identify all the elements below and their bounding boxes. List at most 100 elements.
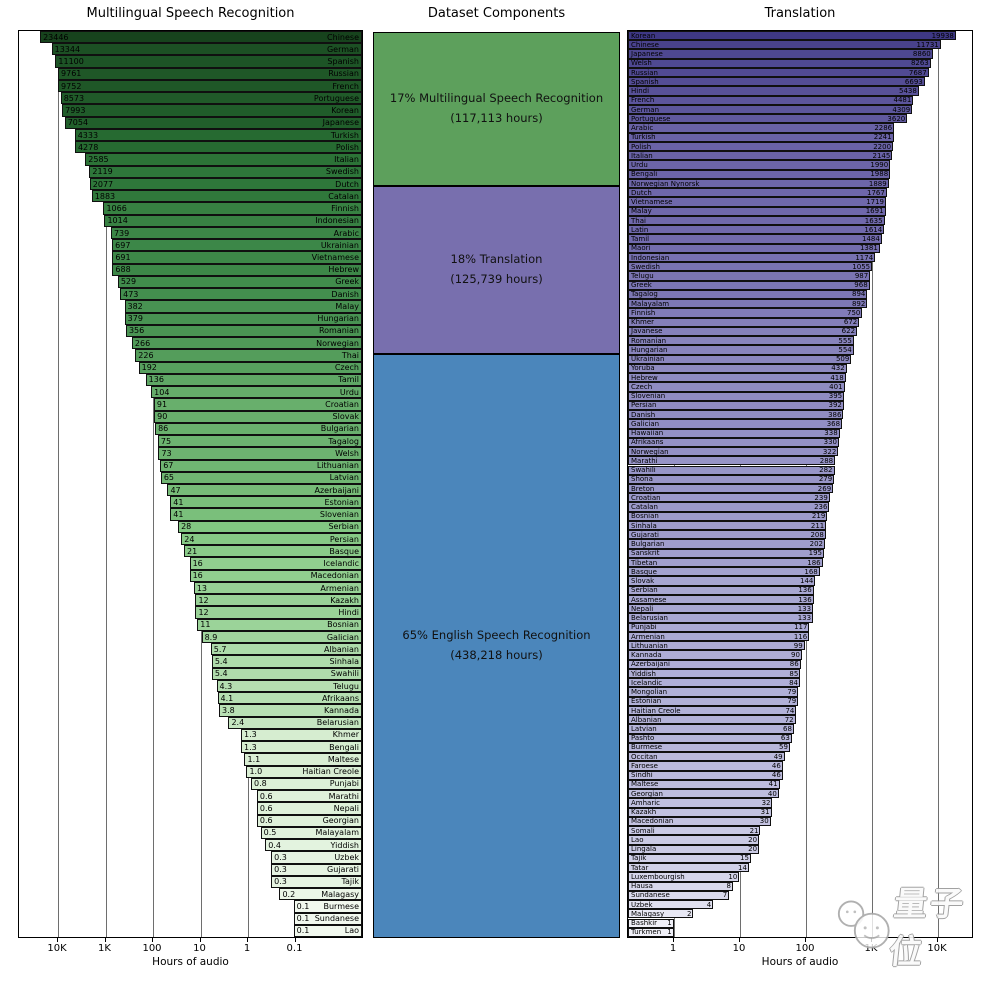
bar-slovak: 90 Slovak	[154, 410, 362, 423]
bar-indonesian: 1014 Indonesian	[104, 214, 362, 227]
bar-language-label: Swahili	[330, 669, 359, 679]
bar-value-label: 24	[184, 534, 195, 544]
bar-value-label: 63	[780, 734, 790, 743]
tick-label: 100	[142, 943, 162, 954]
bar-language-label: Icelandic	[323, 559, 359, 569]
bar-indonesian: Indonesian 1174	[628, 252, 876, 263]
bar-sinhala: Sinhala 211	[628, 520, 827, 531]
bar-value-label: 21	[749, 826, 759, 835]
bar-german: 13344 German	[51, 43, 362, 56]
bar-persian: Persian 392	[628, 400, 844, 411]
bar-norwegian: Norwegian 322	[628, 447, 839, 457]
bar-value-label: 750	[847, 308, 861, 317]
bar-value-label: 322	[822, 447, 837, 456]
bar-language-label: Danish	[331, 289, 359, 299]
bar-value-label: 79	[787, 688, 797, 696]
bar-value-label: 4.1	[220, 693, 234, 703]
bar-language-label: Maltese	[631, 780, 659, 789]
bar-value-label: 136	[148, 375, 164, 385]
bar-tajik: Tajik 15	[628, 853, 751, 864]
left-chart-title: Multilingual Speech Recognition	[86, 6, 295, 21]
bar-value-label: 4481	[893, 96, 912, 105]
tick-mark	[937, 938, 938, 942]
bar-malay: Malay 1691	[628, 206, 886, 216]
bar-spanish: Spanish 6693	[628, 77, 925, 87]
bar-language-label: Belarusian	[631, 614, 668, 623]
bar-italian: 2585 Italian	[85, 153, 362, 166]
bar-value-label: 4309	[892, 105, 911, 114]
tick-mark	[199, 938, 201, 942]
bar-language-label: Bulgarian	[320, 424, 359, 434]
bar-language-label: Albanian	[324, 644, 359, 654]
bar-javanese: Javanese 622	[628, 326, 858, 337]
bar-malayalam: Malayalam 892	[628, 299, 868, 309]
bar-haitian-creole: 1.0 Haitian Creole	[246, 765, 362, 778]
bar-malayalam: 0.5 Malayalam	[260, 826, 362, 840]
bar-value-label: 1055	[852, 262, 871, 271]
bar-language-label: Hawaiian	[631, 429, 664, 438]
bar-value-label: 195	[808, 549, 822, 558]
bar-value-label: 28	[181, 522, 192, 532]
bar-value-label: 9752	[61, 81, 82, 91]
bar-language-label: Lao	[631, 835, 644, 844]
bar-value-label: 8573	[63, 93, 85, 103]
tick-label: 0.1	[286, 943, 303, 954]
bar-finnish: 1066 Finnish	[103, 202, 362, 215]
bar-marathi: Marathi 288	[628, 456, 836, 466]
tick-label: 100	[795, 943, 815, 954]
bar-thai: 226 Thai	[135, 349, 362, 362]
bar-persian: 24 Persian	[181, 532, 362, 546]
bar-bosnian: 11 Bosnian	[197, 618, 362, 631]
bar-value-label: 0.8	[254, 779, 267, 789]
left-x-axis: 10K 1K 100 10 1 0.1	[18, 938, 363, 968]
bar-basque: 21 Basque	[183, 545, 362, 558]
bar-serbian: 28 Serbian	[178, 520, 362, 533]
bar-burmese: 0.1 Burmese	[293, 900, 362, 913]
block-label: 18% Translation	[450, 252, 543, 267]
bar-value-label: 509	[835, 355, 850, 364]
bar-value-label: 32	[761, 798, 771, 807]
bar-norwegian: 266 Norwegian	[131, 337, 362, 350]
bar-language-label: Bulgarian	[631, 540, 665, 549]
bar-language-label: Turkish	[330, 130, 359, 140]
bar-spanish: 11100 Spanish	[55, 55, 362, 68]
bar-swedish: Swedish 1055	[628, 262, 873, 272]
bar-nepali: Nepali 133	[628, 604, 814, 614]
bar-language-label: Sinhala	[329, 657, 359, 666]
bar-hawaiian: Hawaiian 338	[628, 428, 840, 438]
bar-language-label: Assamese	[631, 595, 667, 604]
bar-language-label: Malayalam	[315, 828, 359, 838]
bar-value-label: 30	[759, 817, 769, 826]
bar-tamil: Tamil 1484	[628, 234, 882, 244]
bar-value-label: 12	[198, 608, 209, 618]
bar-language-label: Burmese	[323, 901, 359, 911]
bar-tibetan: Tibetan 186	[628, 557, 823, 568]
bar-value-label: 47	[170, 485, 181, 495]
dataset-block-multilingual-asr: 17% Multilingual Speech Recognition (117…	[373, 32, 620, 186]
bar-uzbek: 0.3 Uzbek	[271, 851, 362, 864]
bar-language-label: Italian	[631, 151, 653, 160]
bar-language-label: Indonesian	[315, 216, 359, 226]
bar-romanian: Romanian 555	[628, 336, 854, 346]
bar-french: 9752 French	[58, 79, 362, 93]
bar-value-label: 73	[161, 448, 172, 458]
bar-icelandic: Icelandic 84	[628, 678, 800, 688]
bar-hebrew: Hebrew 418	[628, 373, 846, 383]
bar-mongolian: Mongolian 79	[628, 687, 799, 697]
bar-value-label: 1484	[862, 235, 880, 243]
bar-value-label: 401	[829, 382, 843, 391]
bar-value-label: 133	[797, 604, 812, 613]
bar-romanian: 356 Romanian	[125, 324, 362, 338]
bar-language-label: Punjabi	[329, 779, 359, 789]
bar-language-label: Amharic	[631, 798, 661, 807]
bar-value-label: 11731	[916, 40, 939, 49]
bar-malagasy: Malagasy 2	[628, 909, 694, 919]
bar-georgian: Georgian 40	[628, 789, 779, 799]
bar-language-label: Hebrew	[631, 373, 658, 382]
bar-language-label: Tibetan	[631, 558, 658, 567]
bar-value-label: 1	[667, 919, 672, 928]
dataset-block-english-asr: 65% English Speech Recognition (438,218 …	[373, 354, 620, 938]
gridline	[938, 31, 939, 937]
bar-somali: Somali 21	[628, 826, 761, 836]
watermark-text: 量子位	[887, 884, 969, 971]
